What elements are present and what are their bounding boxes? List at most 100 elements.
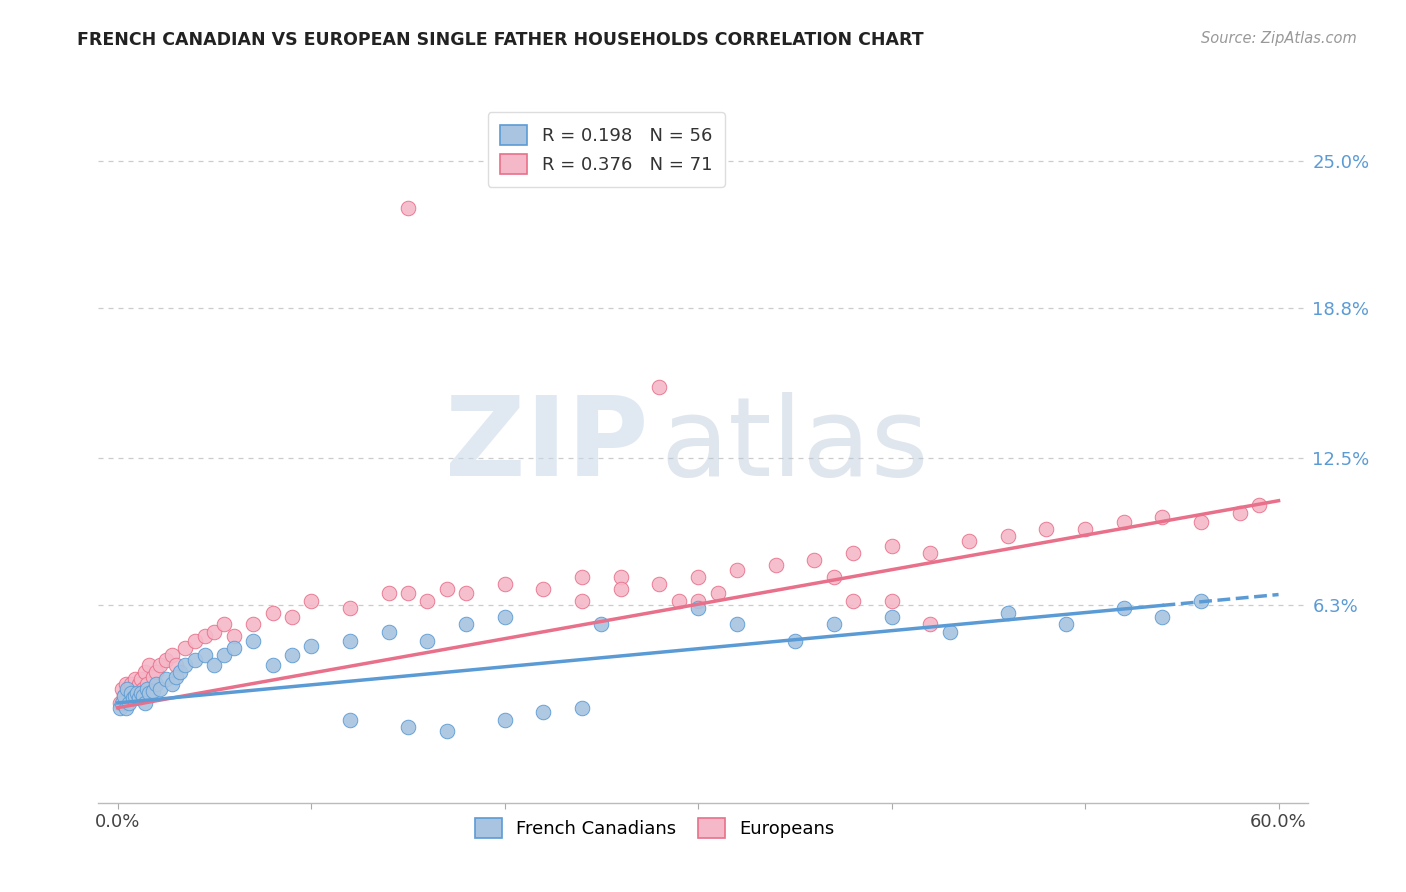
Point — [725, 617, 748, 632]
Point — [135, 681, 157, 696]
Point — [117, 681, 139, 696]
Point — [396, 201, 419, 215]
Point — [1152, 610, 1174, 624]
Point — [174, 657, 197, 672]
Point — [128, 691, 150, 706]
Point — [242, 634, 264, 648]
Point — [194, 648, 217, 663]
Point — [1112, 515, 1135, 529]
Point — [377, 624, 399, 639]
Point — [842, 593, 865, 607]
Point — [142, 670, 165, 684]
Point — [134, 665, 156, 679]
Point — [134, 696, 156, 710]
Point — [880, 593, 903, 607]
Point — [118, 696, 141, 710]
Point — [129, 686, 152, 700]
Point — [571, 570, 593, 584]
Point — [299, 639, 322, 653]
Point — [1189, 515, 1212, 529]
Point — [823, 617, 845, 632]
Point — [212, 617, 235, 632]
Point — [997, 606, 1019, 620]
Point — [128, 677, 150, 691]
Point — [160, 648, 183, 663]
Point — [184, 634, 207, 648]
Point — [610, 582, 633, 596]
Point — [112, 689, 135, 703]
Point — [108, 696, 131, 710]
Point — [880, 610, 903, 624]
Point — [194, 629, 217, 643]
Point — [783, 634, 806, 648]
Point — [117, 686, 139, 700]
Point — [212, 648, 235, 663]
Text: ZIP: ZIP — [446, 392, 648, 500]
Point — [204, 657, 226, 672]
Point — [155, 672, 177, 686]
Legend: French Canadians, Europeans: French Canadians, Europeans — [463, 805, 848, 851]
Point — [222, 641, 245, 656]
Point — [129, 672, 152, 686]
Point — [165, 657, 187, 672]
Point — [377, 586, 399, 600]
Point — [688, 600, 710, 615]
Point — [494, 577, 516, 591]
Point — [648, 577, 671, 591]
Point — [842, 546, 865, 560]
Text: FRENCH CANADIAN VS EUROPEAN SINGLE FATHER HOUSEHOLDS CORRELATION CHART: FRENCH CANADIAN VS EUROPEAN SINGLE FATHE… — [77, 31, 924, 49]
Point — [242, 617, 264, 632]
Point — [339, 634, 361, 648]
Point — [114, 677, 136, 691]
Point — [135, 677, 157, 691]
Text: Source: ZipAtlas.com: Source: ZipAtlas.com — [1201, 31, 1357, 46]
Point — [1152, 510, 1174, 524]
Point — [688, 593, 710, 607]
Point — [531, 582, 554, 596]
Point — [668, 593, 690, 607]
Point — [111, 681, 134, 696]
Point — [145, 665, 167, 679]
Point — [765, 558, 787, 572]
Point — [122, 691, 145, 706]
Point — [920, 617, 942, 632]
Point — [1229, 506, 1251, 520]
Point — [591, 617, 613, 632]
Point — [531, 706, 554, 720]
Point — [416, 634, 439, 648]
Point — [1035, 522, 1057, 536]
Point — [138, 686, 160, 700]
Point — [454, 617, 477, 632]
Point — [112, 689, 135, 703]
Point — [149, 681, 172, 696]
Point — [204, 624, 226, 639]
Point — [1249, 499, 1271, 513]
Point — [108, 700, 131, 714]
Point — [494, 713, 516, 727]
Point — [957, 534, 980, 549]
Point — [920, 546, 942, 560]
Point — [132, 681, 155, 696]
Point — [281, 648, 304, 663]
Point — [880, 539, 903, 553]
Point — [823, 570, 845, 584]
Point — [571, 593, 593, 607]
Point — [339, 713, 361, 727]
Point — [725, 563, 748, 577]
Point — [222, 629, 245, 643]
Point — [396, 586, 419, 600]
Point — [124, 672, 146, 686]
Text: atlas: atlas — [661, 392, 929, 500]
Point — [803, 553, 825, 567]
Point — [127, 681, 149, 696]
Point — [114, 700, 136, 714]
Point — [138, 657, 160, 672]
Point — [124, 689, 146, 703]
Point — [120, 677, 142, 691]
Point — [571, 700, 593, 714]
Point — [111, 696, 134, 710]
Point — [169, 665, 191, 679]
Point — [396, 720, 419, 734]
Point — [149, 657, 172, 672]
Point — [120, 686, 142, 700]
